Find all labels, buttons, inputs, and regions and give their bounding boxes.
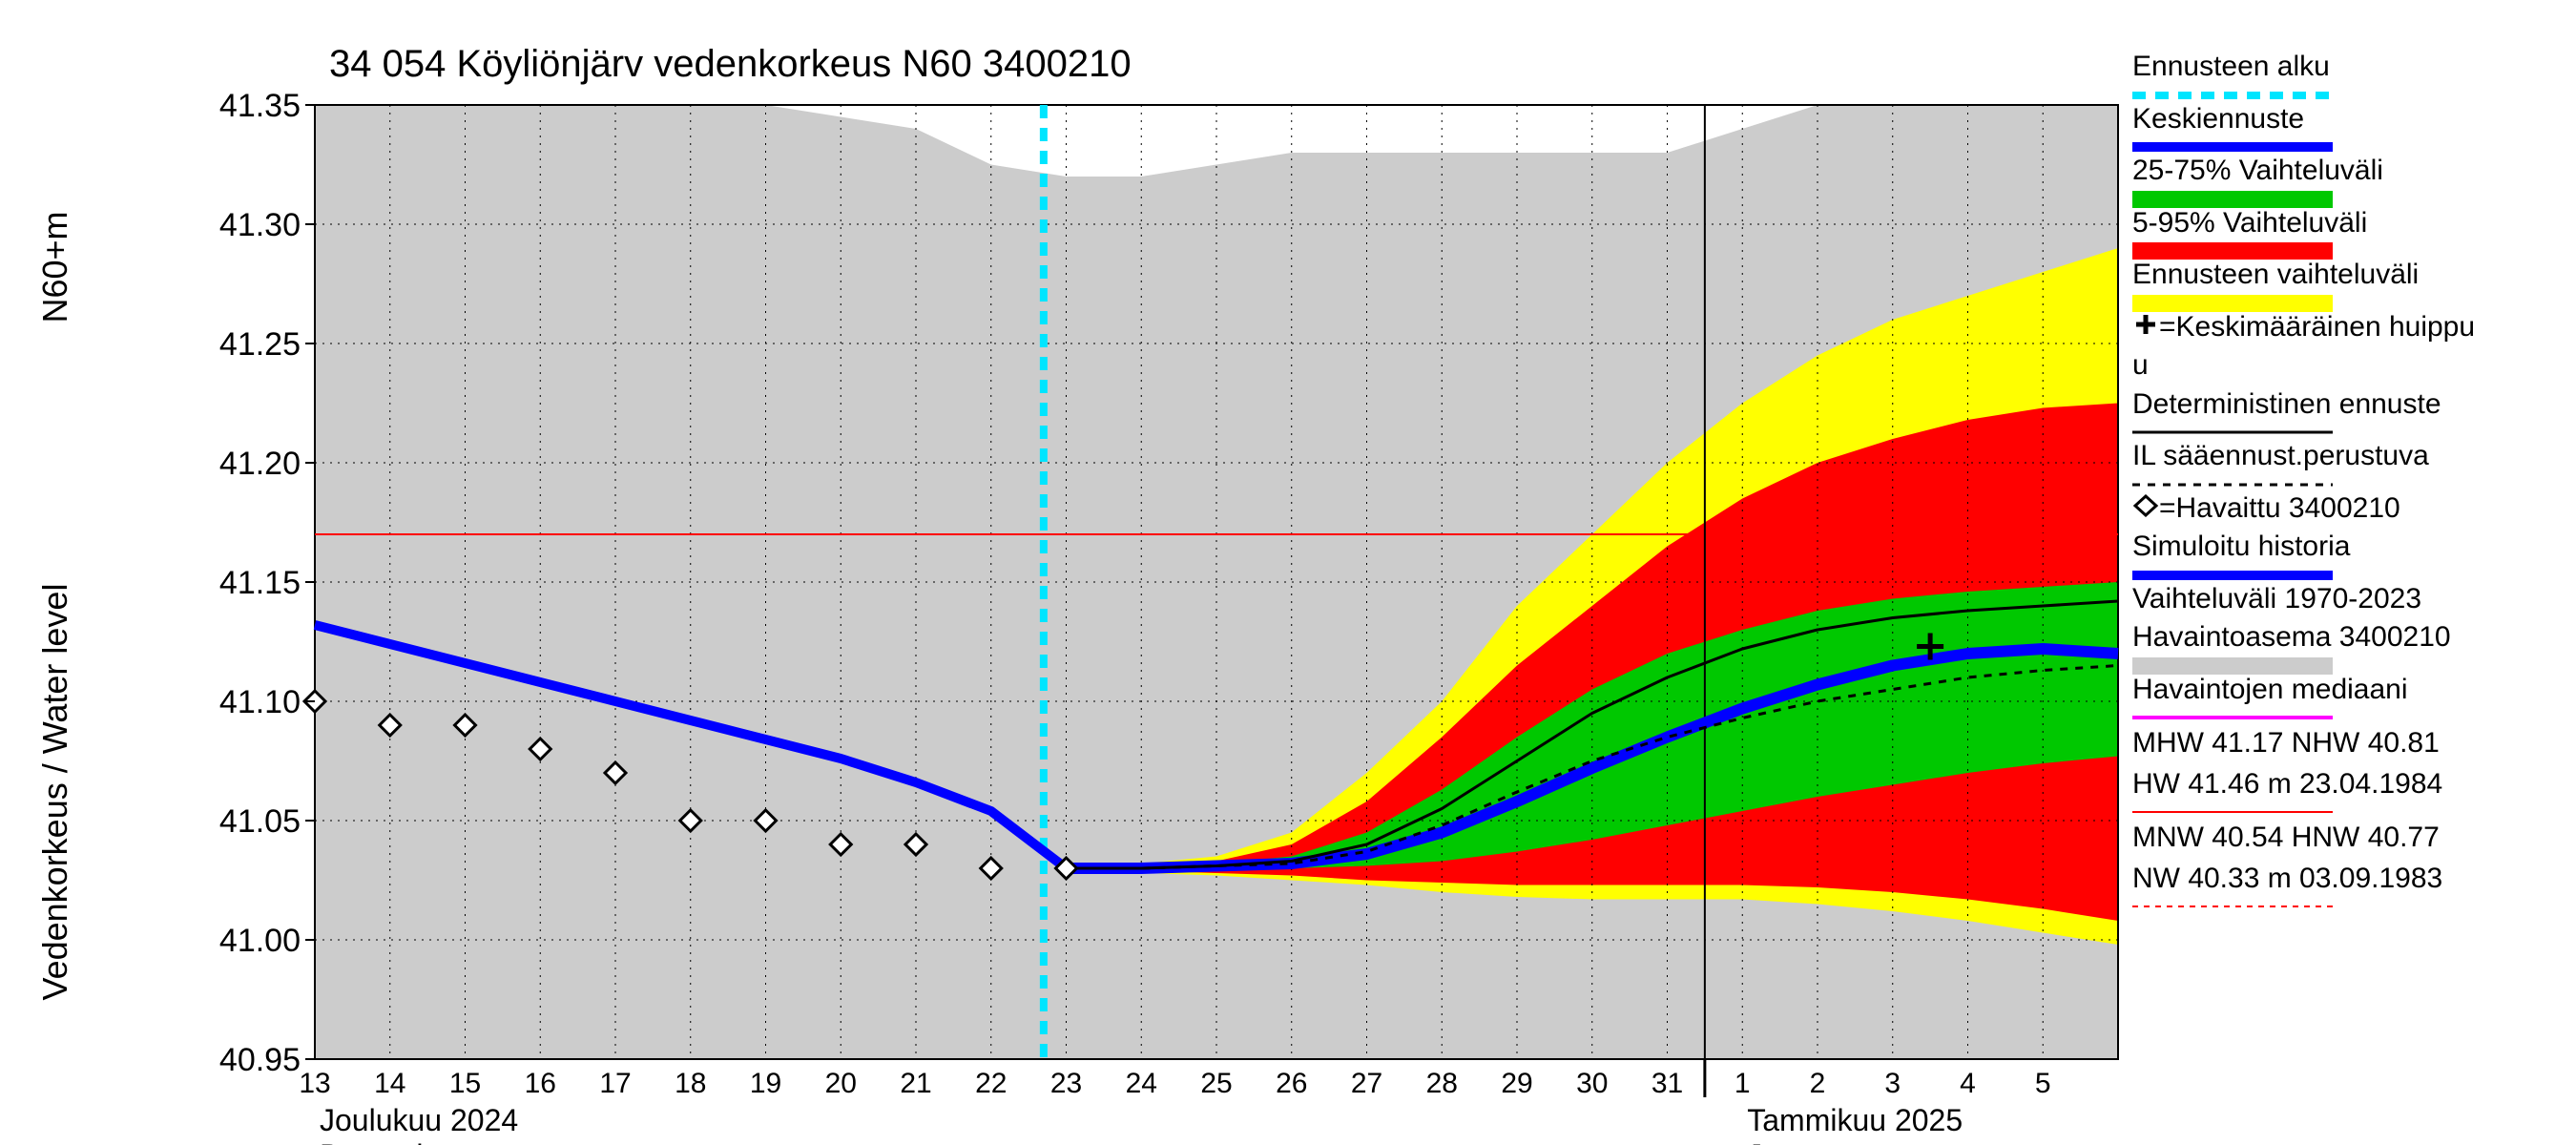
x-tick-label: 28 <box>1426 1068 1458 1099</box>
legend-swatch <box>2132 138 2333 152</box>
chart-title: 34 054 Köyliönjärv vedenkorkeus N60 3400… <box>329 43 1132 85</box>
x-tick-label: 15 <box>449 1068 481 1099</box>
legend-swatch <box>2132 191 2333 204</box>
legend-label: Keskiennuste <box>2132 100 2475 139</box>
legend-label: Simuloitu historia <box>2132 528 2475 567</box>
x-tick-label: 20 <box>825 1068 857 1099</box>
x-tick-label: 4 <box>1960 1068 1976 1099</box>
legend-item: =Keskimääräinen huippu <box>2132 308 2475 347</box>
x-tick-label: 30 <box>1576 1068 1608 1099</box>
x-tick-label: 18 <box>675 1068 706 1099</box>
legend-swatch <box>2132 87 2333 100</box>
x-tick-label: 25 <box>1200 1068 1232 1099</box>
legend-label-wrap: u <box>2132 346 2475 385</box>
legend-label: Deterministinen ennuste <box>2132 385 2475 425</box>
legend-label: NW 40.33 m 03.09.1983 <box>2132 860 2475 899</box>
legend-label: 25-75% Vaihteluväli <box>2132 152 2475 191</box>
x-tick-label: 22 <box>975 1068 1007 1099</box>
legend-label: =Havaittu 3400210 <box>2159 489 2400 529</box>
legend-swatch <box>2132 424 2333 437</box>
legend-swatch <box>2132 567 2333 580</box>
x-tick-label: 24 <box>1126 1068 1157 1099</box>
x-tick-label: 27 <box>1351 1068 1382 1099</box>
y-tick-label: 41.15 <box>219 565 301 601</box>
x-tick-label: 5 <box>2035 1068 2051 1099</box>
legend-label: Ennusteen vaihteluväli <box>2132 256 2475 295</box>
legend-item: =Havaittu 3400210 <box>2132 489 2475 529</box>
legend-label: Vaihteluväli 1970-2023 <box>2132 580 2475 619</box>
y-axis-unit: N60+m <box>35 211 74 323</box>
x-tick-label: 23 <box>1050 1068 1082 1099</box>
chart-legend: Ennusteen alku Keskiennuste 25-75% Vaihtel… <box>2132 48 2475 911</box>
legend-label: 5-95% Vaihteluväli <box>2132 204 2475 243</box>
legend-swatch <box>2132 803 2333 817</box>
x-tick-label: 2 <box>1810 1068 1826 1099</box>
x-tick-label: 17 <box>599 1068 631 1099</box>
legend-swatch <box>2132 898 2333 911</box>
diamond-icon <box>2132 489 2159 529</box>
legend-label: Ennusteen alku <box>2132 48 2475 87</box>
x-tick-label: 19 <box>750 1068 781 1099</box>
legend-label: HW 41.46 m 23.04.1984 <box>2132 765 2475 804</box>
x-tick-label: 26 <box>1276 1068 1307 1099</box>
x-tick-label: 3 <box>1884 1068 1901 1099</box>
legend-swatch <box>2132 295 2333 308</box>
legend-label: Havaintojen mediaani <box>2132 671 2475 710</box>
x-month-label-en: December <box>320 1138 461 1145</box>
legend-swatch <box>2132 476 2333 489</box>
x-tick-label: 31 <box>1652 1068 1683 1099</box>
legend-text: MHW 41.17 NHW 40.81 <box>2132 724 2475 763</box>
y-tick-label: 41.00 <box>219 923 301 959</box>
x-tick-label: 1 <box>1735 1068 1751 1099</box>
y-tick-label: 41.35 <box>219 88 301 124</box>
legend-label: IL sääennust.perustuva <box>2132 437 2475 476</box>
x-tick-label: 13 <box>299 1068 330 1099</box>
y-axis-label: Vedenkorkeus / Water level <box>35 584 74 1001</box>
y-tick-label: 41.05 <box>219 803 301 840</box>
y-tick-label: 41.20 <box>219 446 301 482</box>
legend-swatch <box>2132 709 2333 722</box>
y-tick-label: 41.25 <box>219 326 301 363</box>
plus-icon <box>2132 308 2159 347</box>
legend-swatch <box>2132 657 2333 671</box>
x-month2-label-en: January <box>1747 1138 1856 1145</box>
y-tick-label: 40.95 <box>219 1042 301 1078</box>
x-tick-label: 21 <box>900 1068 931 1099</box>
x-tick-label: 16 <box>525 1068 556 1099</box>
x-tick-label: 29 <box>1501 1068 1532 1099</box>
legend-label: =Keskimääräinen huippu <box>2159 308 2475 347</box>
legend-sublabel: Havaintoasema 3400210 <box>2132 618 2475 657</box>
chart-footer: 23-Dec-2024 11:27 WSFS-O <box>2137 1141 2503 1145</box>
legend-swatch <box>2132 242 2333 256</box>
x-month2-label-fi: Tammikuu 2025 <box>1747 1103 1963 1137</box>
y-tick-label: 41.30 <box>219 207 301 243</box>
x-tick-label: 14 <box>374 1068 405 1099</box>
x-month-label-fi: Joulukuu 2024 <box>320 1103 518 1137</box>
y-tick-label: 41.10 <box>219 684 301 720</box>
legend-text: MNW 40.54 HNW 40.77 <box>2132 819 2475 858</box>
